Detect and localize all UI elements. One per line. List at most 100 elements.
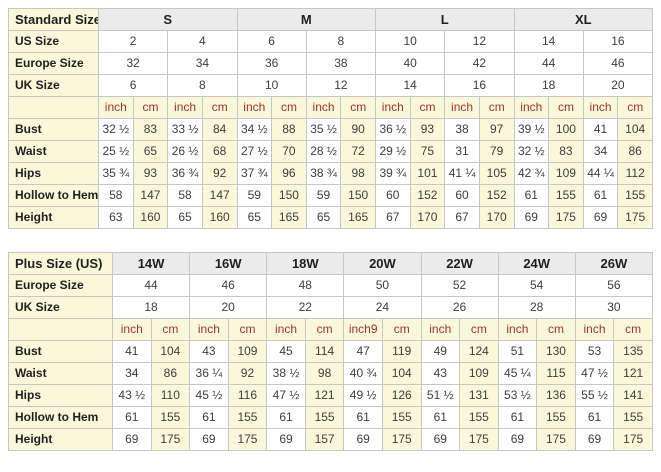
size-header-cell: 24W: [497, 252, 576, 275]
size-value-cell: 8: [167, 74, 238, 97]
measurement-cell: 38: [444, 118, 480, 141]
measurement-cell: 32 ½: [98, 118, 134, 141]
row-label: Hips: [8, 384, 113, 407]
size-value-cell: 16: [444, 74, 515, 97]
measurement-cell: 155: [381, 406, 422, 429]
measurement-cell: 141: [613, 384, 653, 407]
measurement-cell: 65: [167, 206, 203, 229]
measurement-cell: 61: [420, 406, 461, 429]
size-value-cell: 44: [111, 274, 191, 297]
measurement-cell: 61: [497, 406, 538, 429]
measurement-cell: 32 ½: [513, 140, 550, 163]
unit-header-cell: inch: [167, 96, 203, 119]
unit-header-cell: cm: [304, 318, 345, 341]
size-value-cell: 10: [374, 30, 446, 53]
size-row: UK Size 6 8 10 12 14 16 18 20: [8, 74, 654, 97]
size-value-cell: 36: [236, 52, 307, 75]
row-label: Height: [8, 428, 113, 451]
unit-header-cell: cm: [132, 96, 169, 119]
size-value-cell: 6: [236, 30, 307, 53]
measurement-cell: 65: [132, 140, 169, 163]
unit-header-cell: cm: [150, 318, 191, 341]
unit-header-cell: cm: [478, 96, 515, 119]
unit-header-cell: inch9: [343, 318, 383, 341]
size-header-cell: 16W: [189, 252, 268, 275]
measurement-cell: 160: [201, 206, 238, 229]
measurement-cell: 28 ½: [305, 140, 342, 163]
measurement-cell: 45 ½: [189, 384, 229, 407]
size-value-cell: 44: [513, 52, 584, 75]
measurement-cell: 26 ½: [167, 140, 203, 163]
size-header-cell: L: [375, 8, 515, 31]
measurement-row: Waist 25 ½ 65 26 ½ 68 27 ½ 70 28 ½ 72 29 ½ 75 31 79 3…: [8, 140, 653, 163]
size-value-cell: 18: [111, 296, 191, 319]
measurement-cell: 105: [478, 162, 515, 185]
size-value-cell: 20: [189, 296, 268, 319]
measurement-cell: 40 ¾: [343, 362, 383, 385]
measurement-cell: 61: [189, 406, 229, 429]
measurement-cell: 104: [617, 118, 653, 141]
size-header-cell: XL: [513, 8, 653, 31]
size-value-cell: 14: [513, 30, 584, 53]
measurement-cell: 96: [271, 162, 307, 185]
measurement-cell: 109: [227, 340, 268, 363]
row-label: UK Size: [8, 296, 113, 319]
size-value-cell: 12: [305, 74, 377, 97]
row-label: Waist: [8, 362, 113, 385]
measurement-cell: 165: [271, 206, 307, 229]
measurement-cell: 175: [381, 428, 422, 451]
measurement-cell: 75: [409, 140, 446, 163]
size-header-row: Plus Size (US) 14W 16W 18W 20W 22W 24W 26W: [8, 252, 654, 275]
size-value-cell: 20: [582, 74, 654, 97]
measurement-cell: 42 ¾: [513, 162, 550, 185]
measurement-cell: 69: [582, 206, 619, 229]
size-value-cell: 6: [97, 74, 169, 97]
size-value-cell: 14: [374, 74, 446, 97]
unit-row-spacer: [8, 96, 99, 119]
measurement-cell: 61: [513, 184, 550, 207]
measurement-cell: 35 ¾: [98, 162, 134, 185]
size-value-cell: 2: [97, 30, 169, 53]
size-value-cell: 42: [444, 52, 515, 75]
measurement-cell: 155: [227, 406, 268, 429]
table-title: Plus Size (US): [8, 252, 113, 275]
measurement-cell: 86: [150, 362, 191, 385]
unit-header-cell: inch: [112, 318, 152, 341]
size-row: Europe Size 32 34 36 38 40 42 44 46: [8, 52, 654, 75]
table-title: Standard Size: [8, 8, 99, 31]
measurement-cell: 61: [112, 406, 152, 429]
size-value-cell: 46: [189, 274, 268, 297]
size-value-cell: 34: [167, 52, 238, 75]
size-value-cell: 12: [444, 30, 515, 53]
measurement-cell: 37 ¾: [236, 162, 273, 185]
measurement-cell: 114: [304, 340, 345, 363]
measurement-cell: 38 ½: [266, 362, 306, 385]
measurement-cell: 34 ½: [236, 118, 273, 141]
measurement-cell: 58: [98, 184, 134, 207]
size-value-cell: 56: [574, 274, 654, 297]
size-value-cell: 16: [582, 30, 654, 53]
measurement-cell: 47 ½: [266, 384, 306, 407]
measurement-cell: 92: [227, 362, 268, 385]
measurement-row: Hips 43 ½ 110 45 ½ 116 47 ½ 121 49 ½ 126 51 ½ 131 5…: [8, 384, 653, 407]
unit-header-cell: inch: [189, 318, 229, 341]
measurement-cell: 43 ½: [112, 384, 152, 407]
measurement-cell: 116: [227, 384, 268, 407]
unit-header-cell: inch: [375, 96, 411, 119]
row-label: Hollow to Hem: [8, 406, 113, 429]
unit-header-cell: cm: [613, 318, 653, 341]
measurement-cell: 170: [478, 206, 515, 229]
measurement-cell: 36 ¾: [167, 162, 203, 185]
measurement-cell: 45: [266, 340, 306, 363]
measurement-cell: 155: [617, 184, 653, 207]
unit-header-cell: cm: [340, 96, 376, 119]
measurement-cell: 61: [266, 406, 306, 429]
measurement-cell: 121: [613, 362, 653, 385]
measurement-cell: 100: [548, 118, 584, 141]
measurement-cell: 44 ¼: [582, 162, 619, 185]
size-value-cell: 50: [343, 274, 422, 297]
measurement-cell: 86: [617, 140, 653, 163]
measurement-cell: 150: [271, 184, 307, 207]
measurement-cell: 135: [613, 340, 653, 363]
measurement-cell: 69: [420, 428, 461, 451]
